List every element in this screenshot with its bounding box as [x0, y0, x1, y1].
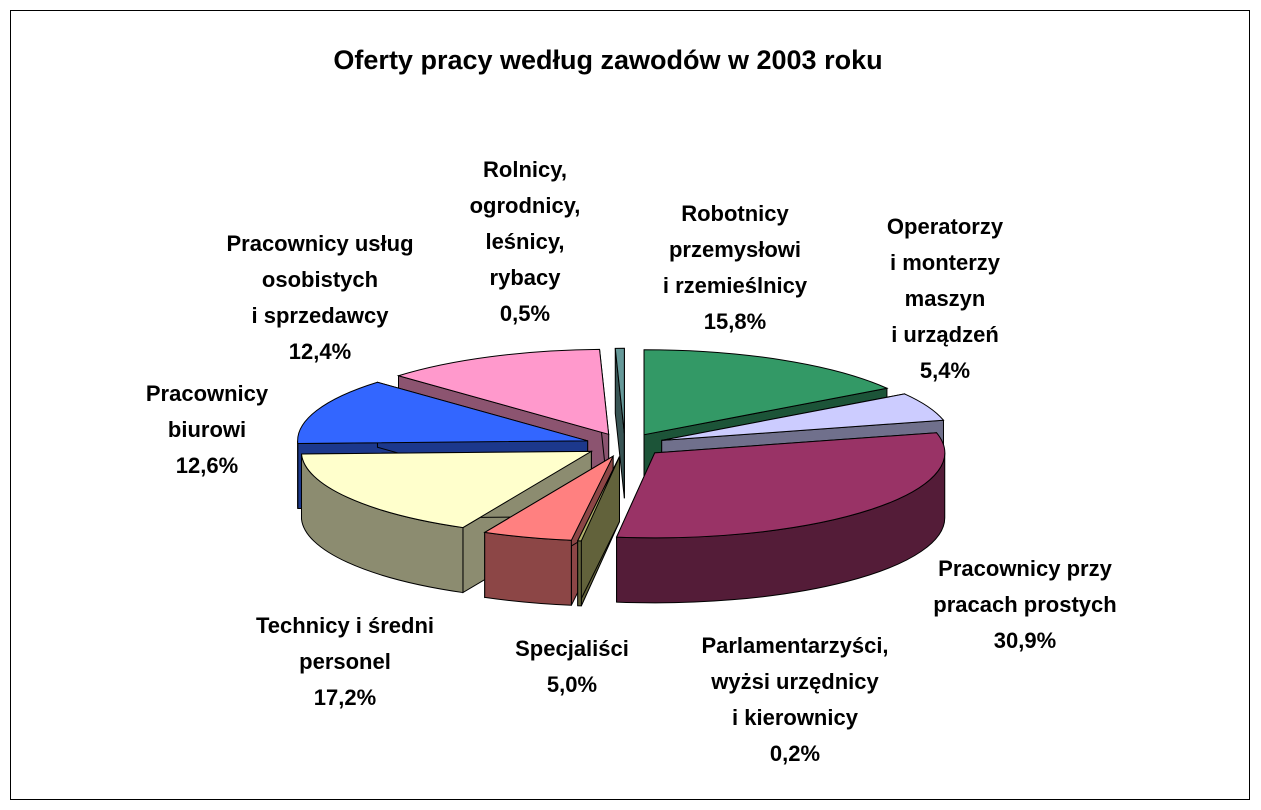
label-line: osobistych — [262, 267, 378, 292]
slice — [615, 432, 946, 604]
label-line: leśnicy, — [485, 229, 564, 254]
slice-top — [300, 450, 594, 529]
slice-value-label: 30,9% — [994, 628, 1056, 653]
slice-value-label: 5,4% — [920, 358, 970, 383]
slice-label: Specjaliści — [515, 636, 629, 661]
slice-outer-side — [577, 540, 582, 607]
label-line: Rolnicy, — [483, 157, 567, 182]
slice-outer-side — [484, 531, 572, 606]
slice — [576, 456, 620, 607]
slice-top — [297, 381, 588, 444]
slice-top — [576, 456, 620, 542]
label-line: i monterzy — [890, 250, 1001, 275]
slice-label: Parlamentarzyści, wyżsi urzędnicy i kierow… — [701, 633, 888, 730]
slice-value-label: 15,8% — [704, 309, 766, 334]
slice-label: Pracownicy usług osobistych i sprzedawcy — [226, 231, 413, 328]
chart-title: Oferty pracy według zawodów w 2003 roku — [333, 45, 882, 75]
slice-top — [661, 393, 945, 441]
label-line: personel — [299, 649, 391, 674]
label-line: i rzemieślnicy — [663, 273, 808, 298]
slice — [614, 347, 625, 499]
slice-label: Pracownicy przy pracach prostych — [933, 556, 1116, 617]
label-line: wyżsi urzędnicy — [710, 669, 879, 694]
slice-value-label: 17,2% — [314, 685, 376, 710]
label-line: Robotnicy — [681, 201, 789, 226]
label-line: pracach prostych — [933, 592, 1116, 617]
slice-label: Rolnicy, ogrodnicy, leśnicy, rybacy — [470, 157, 581, 290]
label-line: Operatorzy — [887, 214, 1004, 239]
label-line: Parlamentarzyści, — [701, 633, 888, 658]
label-line: przemysłowi — [669, 237, 801, 262]
slice-top — [615, 432, 946, 539]
slice-value-label: 0,2% — [770, 741, 820, 766]
label-line: rybacy — [490, 265, 562, 290]
label-line: Pracownicy — [146, 381, 269, 406]
slice-value-label: 12,6% — [176, 453, 238, 478]
slice-value-label: 0,5% — [500, 301, 550, 326]
slice-top — [396, 348, 610, 435]
label-line: Specjaliści — [515, 636, 629, 661]
slice-label: Technicy i średni personel — [256, 613, 434, 674]
label-line: maszyn — [905, 286, 986, 311]
label-line: i sprzedawcy — [252, 303, 390, 328]
label-line: ogrodnicy, — [470, 193, 581, 218]
label-line: Pracownicy przy — [938, 556, 1112, 581]
slice-top — [483, 454, 615, 541]
label-line: biurowi — [168, 417, 246, 442]
slice-value-label: 12,4% — [289, 339, 351, 364]
slice-top — [614, 347, 625, 434]
slice-label: Robotnicy przemysłowi i rzemieślnicy — [663, 201, 808, 298]
label-line: Pracownicy usług — [226, 231, 413, 256]
slice-value-label: 5,0% — [547, 672, 597, 697]
slice-label: Pracownicy biurowi — [146, 381, 269, 442]
chart-border — [10, 10, 1250, 800]
label-line: i urządzeń — [891, 322, 999, 347]
label-line: i kierownicy — [732, 705, 859, 730]
label-line: Technicy i średni — [256, 613, 434, 638]
slice-label: Operatorzy i monterzy maszyn i urządzeń — [887, 214, 1004, 347]
slice-top — [643, 349, 889, 436]
